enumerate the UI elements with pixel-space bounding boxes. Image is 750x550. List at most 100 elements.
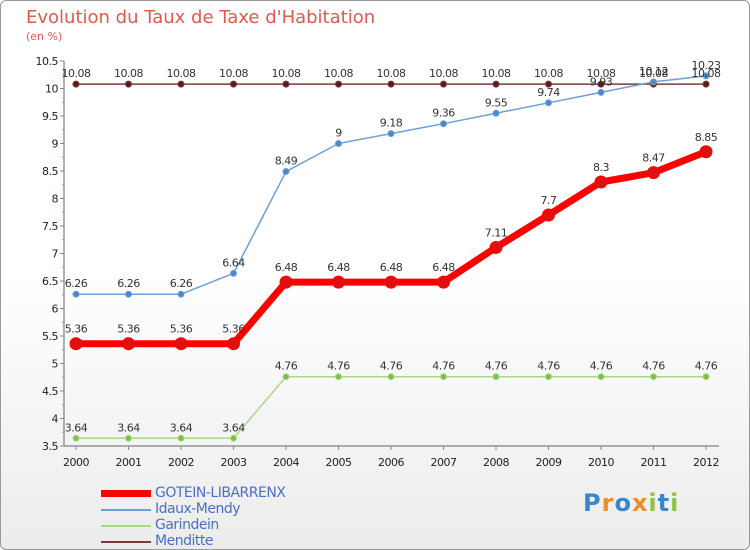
data-point bbox=[492, 109, 500, 117]
data-point bbox=[597, 80, 605, 88]
data-point bbox=[72, 80, 80, 88]
data-label: 3.64 bbox=[65, 421, 88, 434]
y-tick-label: 4 bbox=[52, 413, 59, 426]
data-point bbox=[282, 80, 290, 88]
data-point bbox=[177, 434, 185, 442]
data-label: 3.64 bbox=[117, 421, 140, 434]
data-label: 10.08 bbox=[219, 67, 248, 80]
data-point bbox=[387, 130, 395, 138]
data-label: 9.18 bbox=[380, 117, 403, 130]
data-point bbox=[125, 434, 132, 442]
data-label: 6.48 bbox=[275, 261, 298, 274]
data-point bbox=[545, 80, 552, 88]
data-label: 5.36 bbox=[170, 323, 193, 336]
data-point bbox=[230, 80, 237, 88]
data-label: 6.48 bbox=[327, 261, 350, 274]
legend-swatch bbox=[101, 509, 151, 511]
data-label: 10.23 bbox=[692, 59, 721, 72]
data-label: 4.76 bbox=[695, 360, 718, 373]
data-label: 10.08 bbox=[114, 67, 143, 80]
data-point bbox=[489, 240, 503, 254]
data-label: 10.08 bbox=[534, 67, 563, 80]
data-point bbox=[69, 337, 83, 351]
y-tick-label: 5 bbox=[52, 358, 59, 371]
data-point bbox=[125, 80, 132, 88]
data-label: 5.36 bbox=[222, 323, 245, 336]
data-label: 10.08 bbox=[62, 67, 91, 80]
x-tick-label: 2009 bbox=[536, 456, 562, 469]
data-point bbox=[332, 275, 345, 289]
y-tick-label: 5.5 bbox=[42, 330, 58, 343]
data-point bbox=[335, 80, 342, 88]
data-label: 10.08 bbox=[324, 67, 353, 80]
logo-letter: x bbox=[631, 489, 649, 517]
x-tick-label: 2011 bbox=[641, 456, 667, 469]
data-label: 6.48 bbox=[380, 261, 403, 274]
chart-subtitle: (en %) bbox=[26, 30, 63, 43]
legend-swatch bbox=[101, 525, 151, 527]
y-tick-label: 8.5 bbox=[42, 165, 58, 178]
data-label: 7.11 bbox=[485, 226, 508, 239]
legend-label: Menditte bbox=[155, 533, 213, 549]
x-tick-label: 2012 bbox=[693, 456, 719, 469]
data-label: 9.93 bbox=[590, 75, 613, 88]
data-point bbox=[702, 72, 710, 80]
data-point bbox=[440, 80, 447, 88]
data-point bbox=[597, 88, 605, 96]
logo-letter: i bbox=[648, 489, 658, 517]
data-label: 9 bbox=[335, 127, 342, 140]
y-tick-label: 9 bbox=[52, 138, 59, 151]
data-point bbox=[440, 120, 447, 128]
data-label: 6.26 bbox=[170, 277, 193, 290]
data-point bbox=[122, 337, 135, 351]
data-point bbox=[279, 275, 293, 289]
y-tick-label: 6.5 bbox=[42, 275, 58, 288]
data-label: 6.64 bbox=[222, 256, 245, 269]
x-tick-label: 2004 bbox=[273, 456, 299, 469]
data-point bbox=[335, 373, 342, 381]
y-tick-label: 6 bbox=[52, 303, 59, 316]
data-point bbox=[492, 80, 500, 88]
y-tick-label: 7.5 bbox=[42, 220, 58, 233]
data-point bbox=[542, 208, 555, 222]
data-point bbox=[699, 145, 713, 159]
y-tick-label: 9.5 bbox=[42, 110, 58, 123]
data-point bbox=[597, 373, 605, 381]
data-point bbox=[702, 373, 710, 381]
y-tick-label: 3.5 bbox=[42, 440, 58, 453]
data-label: 4.76 bbox=[432, 360, 455, 373]
y-tick-label: 8 bbox=[52, 193, 59, 206]
data-point bbox=[492, 373, 500, 381]
logo-letter: o bbox=[614, 489, 632, 517]
x-tick-label: 2010 bbox=[588, 456, 614, 469]
data-point bbox=[702, 80, 710, 88]
data-label: 5.36 bbox=[117, 323, 140, 336]
data-label: 3.64 bbox=[170, 421, 193, 434]
y-tick-label: 7 bbox=[52, 248, 59, 261]
logo-letter: r bbox=[601, 489, 615, 517]
legend-label: Idaux-Mendy bbox=[155, 501, 241, 517]
data-point bbox=[647, 166, 660, 180]
legend-label: Garindein bbox=[155, 517, 219, 533]
data-label: 10.08 bbox=[272, 67, 301, 80]
y-tick-label: 10.5 bbox=[36, 55, 59, 68]
x-tick-label: 2003 bbox=[221, 456, 247, 469]
legend-swatch bbox=[101, 541, 151, 543]
chart-title: Evolution du Taux de Taxe d'Habitation bbox=[26, 7, 376, 28]
data-label: 10.08 bbox=[167, 67, 196, 80]
data-label: 6.26 bbox=[117, 277, 140, 290]
legend-swatch bbox=[101, 490, 151, 497]
data-point bbox=[594, 175, 608, 189]
data-label: 9.36 bbox=[432, 107, 455, 120]
legend-label: GOTEIN-LIBARRENX bbox=[155, 485, 286, 501]
data-point bbox=[437, 275, 450, 289]
data-point bbox=[282, 373, 290, 381]
data-point bbox=[384, 275, 398, 289]
x-tick-label: 2008 bbox=[483, 456, 509, 469]
y-tick-label: 4.5 bbox=[42, 385, 58, 398]
data-point bbox=[335, 140, 342, 147]
data-point bbox=[227, 337, 240, 351]
data-label: 3.64 bbox=[222, 421, 245, 434]
